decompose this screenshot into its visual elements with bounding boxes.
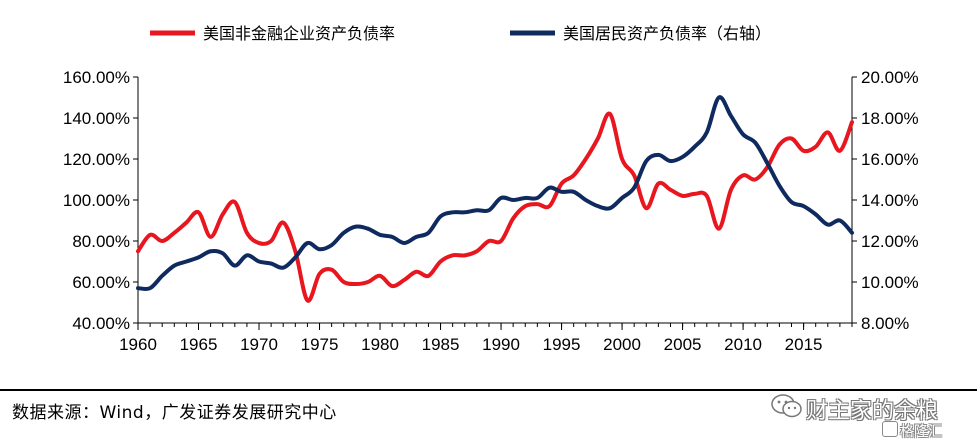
x-tick-label: 2000 xyxy=(603,335,641,354)
legend-label-series1: 美国非金融企业资产负债率 xyxy=(203,24,395,43)
y-left-tick-label: 80.00% xyxy=(72,232,130,251)
wechat-icon xyxy=(771,394,802,418)
x-tick-label: 1970 xyxy=(240,335,278,354)
y-right-tick-label: 20.00% xyxy=(861,68,919,87)
x-tick-label: 1980 xyxy=(361,335,399,354)
axes: 160.00% 140.00% 120.00% 100.00% 80.00% 60.00%… xyxy=(63,68,919,354)
y-left-tick-label: 40.00% xyxy=(72,314,130,333)
x-tick-label: 2010 xyxy=(724,335,762,354)
series-line-nonfinancial-corporate xyxy=(136,111,854,303)
dual-axis-line-chart: 美国非金融企业资产负债率 美国居民资产负债率（右轴） 160.00% 140.00… xyxy=(63,24,919,354)
x-tick-label: 1990 xyxy=(482,335,520,354)
y-right-tick-label: 8.00% xyxy=(861,314,909,333)
y-right-tick-label: 12.00% xyxy=(861,232,919,251)
x-tick-label: 1995 xyxy=(543,335,581,354)
x-tick-label: 2015 xyxy=(785,335,823,354)
x-tick-label: 1985 xyxy=(422,335,460,354)
y-right-tick-label: 10.00% xyxy=(861,273,919,292)
y-right-tick-label: 16.00% xyxy=(861,150,919,169)
y-left-tick-label: 140.00% xyxy=(63,109,130,128)
watermark-logo-icon xyxy=(882,421,898,437)
x-tick-label: 1960 xyxy=(119,335,157,354)
y-right-tick-label: 18.00% xyxy=(861,109,919,128)
y-left-tick-label: 160.00% xyxy=(63,68,130,87)
y-left-tick-label: 100.00% xyxy=(63,191,130,210)
x-tick-label: 2005 xyxy=(664,335,702,354)
x-tick-label: 1965 xyxy=(180,335,218,354)
series-line-household xyxy=(136,95,854,292)
series-lines xyxy=(136,95,854,303)
y-left-tick-label: 120.00% xyxy=(63,150,130,169)
watermark-sub-text: 格隆汇 xyxy=(900,424,942,440)
x-tick-label: 1975 xyxy=(301,335,339,354)
y-left-tick-label: 60.00% xyxy=(72,273,130,292)
y-right-tick-label: 14.00% xyxy=(861,191,919,210)
divider xyxy=(0,389,977,391)
watermark-text: 财主家的余粮 xyxy=(806,399,939,424)
legend: 美国非金融企业资产负债率 美国居民资产负债率（右轴） xyxy=(150,24,771,43)
source-note: 数据来源：Wind，广发证券发展研究中心 xyxy=(12,403,337,423)
legend-label-series2: 美国居民资产负债率（右轴） xyxy=(563,24,771,43)
watermark: 财主家的余粮 格隆汇 xyxy=(770,385,975,440)
